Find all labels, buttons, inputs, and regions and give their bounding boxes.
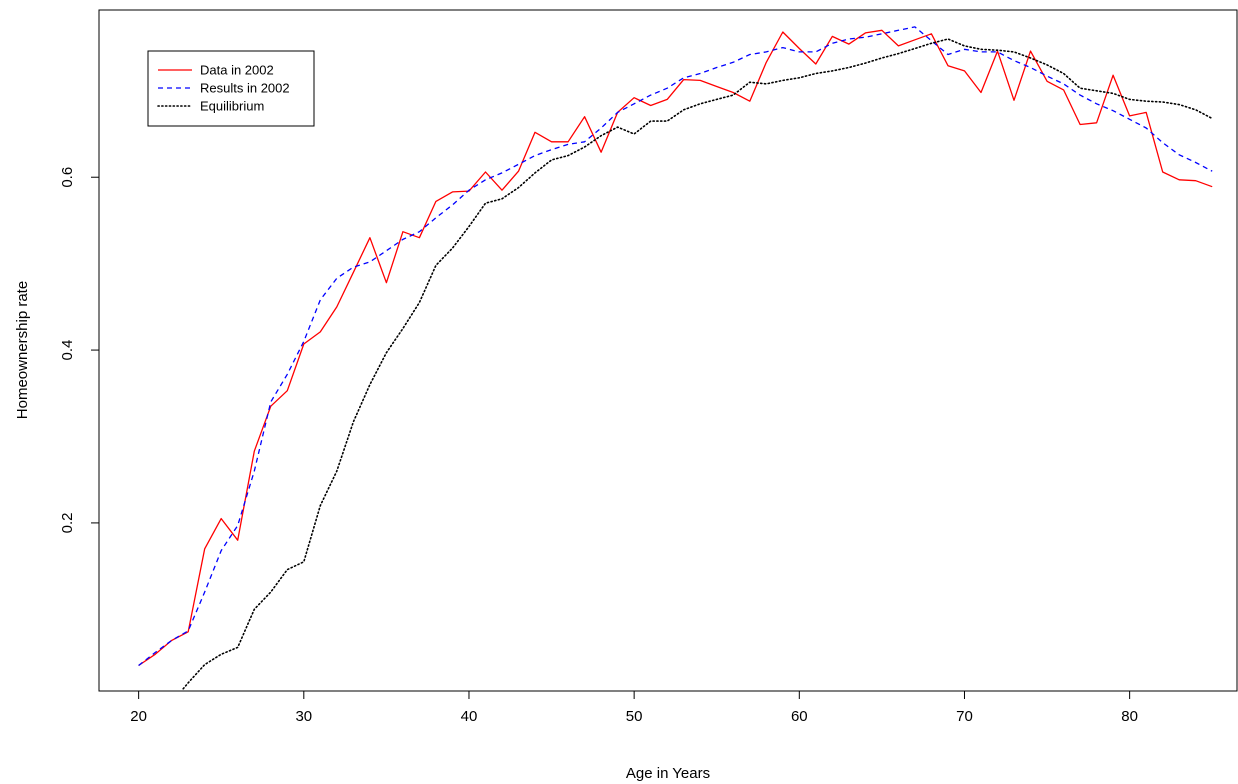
x-tick-label: 80 xyxy=(1121,708,1138,725)
x-tick-label: 30 xyxy=(295,708,312,725)
y-axis-title: Homeownership rate xyxy=(14,281,31,419)
x-tick-label: 60 xyxy=(791,708,808,725)
x-axis: 20 30 40 50 60 70 80 xyxy=(130,691,1138,725)
series-layer xyxy=(138,26,1213,690)
y-axis: 0.2 0.4 0.6 xyxy=(59,167,99,533)
x-tick-label: 20 xyxy=(130,708,147,725)
series-line-results-in-2002 xyxy=(138,26,1213,667)
y-tick-label: 0.6 xyxy=(59,167,76,188)
x-tick-label: 70 xyxy=(956,708,973,725)
legend-label: Equilibrium xyxy=(200,99,264,114)
x-tick-label: 50 xyxy=(626,708,643,725)
y-tick-label: 0.2 xyxy=(59,512,76,533)
legend-label: Data in 2002 xyxy=(200,63,274,78)
y-tick-label: 0.4 xyxy=(59,340,76,361)
series-line-data-in-2002 xyxy=(138,29,1213,667)
legend: Data in 2002 Results in 2002 Equilibrium xyxy=(147,50,315,127)
legend-box xyxy=(147,50,315,127)
series-line-equilibrium xyxy=(182,38,1213,690)
x-tick-label: 40 xyxy=(461,708,478,725)
x-axis-title: Age in Years xyxy=(626,765,710,782)
legend-label: Results in 2002 xyxy=(200,81,290,96)
